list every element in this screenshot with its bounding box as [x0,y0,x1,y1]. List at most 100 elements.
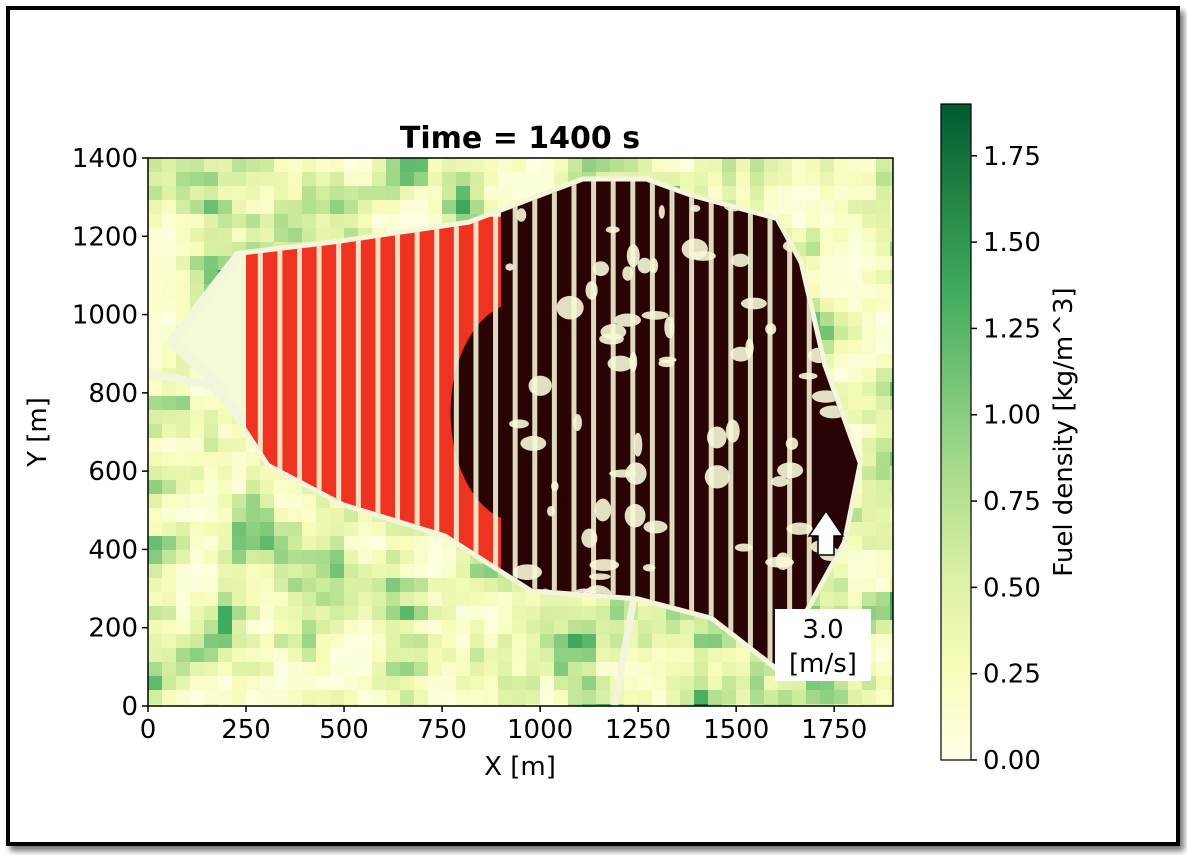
fuel-cell [302,690,317,705]
fuel-cell [218,172,233,187]
fuel-cell [414,550,429,565]
fuel-cell [372,186,387,201]
fuel-cell [176,578,191,593]
fuel-cell [386,620,401,635]
colorbar-tick-label: 0.00 [983,746,1041,776]
fuel-cell [302,214,317,229]
fuel-cell [162,606,177,621]
unburned-strip [747,181,753,671]
fuel-cell [792,186,807,201]
fuel-cell [414,662,429,677]
fuel-cell [288,536,303,551]
fuel-cell [204,648,219,663]
fuel-cell [456,578,471,593]
fuel-cell [400,620,415,635]
fuel-cell [330,662,345,677]
fuel-cell [400,172,415,187]
unburned-patch [740,297,767,310]
fuel-cell [848,578,863,593]
fuel-cell [722,662,737,677]
unburned-patch [516,208,527,222]
unburned-patch [658,356,677,364]
fuel-cell [176,242,191,257]
fuel-cell [554,648,569,663]
fuel-cell [862,522,877,537]
fuel-cell [274,522,289,537]
fuel-cell [218,158,233,173]
y-axis: 0 200 400 600 800 1000 1200 1400 [72,144,148,722]
fuel-cell [862,382,877,397]
fuel-cell [890,508,893,523]
fuel-cell [666,634,681,649]
fuel-cell [526,172,541,187]
fuel-cell [554,620,569,635]
fuel-cell [792,172,807,187]
fuel-cell [162,228,177,243]
fuel-cell [316,186,331,201]
unburned-patch [765,323,777,335]
fuel-cell [330,522,345,537]
fuel-cell [344,648,359,663]
fuel-cell [218,438,233,453]
fuel-cell [344,158,359,173]
fuel-cell [218,522,233,537]
fuel-cell [260,536,275,551]
fuel-cell [708,704,723,706]
colorbar-tick-label: 1.00 [983,401,1041,431]
fuel-cell [540,648,555,663]
fuel-cell [582,158,597,173]
wind-speed: 3.0 [802,615,843,645]
fuel-cell [260,564,275,579]
fuel-cell [148,466,163,481]
fuel-cell [638,158,653,173]
fuel-cell [470,606,485,621]
fuel-cell [750,172,765,187]
fuel-cell [820,592,835,607]
fuel-cell [890,312,893,327]
fuel-cell [148,690,163,705]
fuel-cell [484,620,499,635]
fuel-cell [848,382,863,397]
fuel-cell [400,186,415,201]
fuel-cell [344,186,359,201]
fuel-cell [414,172,429,187]
fuel-cell [694,172,709,187]
fuel-cell [246,214,261,229]
fuel-cell [568,662,583,677]
fuel-cell [400,634,415,649]
fuel-cell [890,494,893,509]
fuel-cell [274,186,289,201]
fuel-cell [498,620,513,635]
fuel-cell [148,424,163,439]
fuel-cell [820,228,835,243]
fuel-cell [176,480,191,495]
fuel-cell [806,214,821,229]
fuel-cell [190,494,205,509]
fuel-cell [554,690,569,705]
unburned-patch [556,295,584,320]
fuel-cell [722,158,737,173]
fuel-cell [834,382,849,397]
fuel-cell [246,704,261,706]
fuel-cell [232,592,247,607]
fuel-cell [862,424,877,439]
fuel-cell [204,494,219,509]
fuel-cell [820,214,835,229]
fuel-cell [274,704,289,706]
fuel-cell [764,690,779,705]
fuel-cell [582,690,597,705]
fuel-cell [456,186,471,201]
wind-arrow-icon [807,509,845,556]
fuel-cell [302,578,317,593]
fuel-cell [176,592,191,607]
fuel-cell [848,200,863,215]
fuel-cell [386,690,401,705]
fuel-cell [204,578,219,593]
fuel-cell [302,522,317,537]
fuel-cell [890,172,893,187]
fuel-cell [400,662,415,677]
fuel-cell [540,690,555,705]
fuel-cell [190,550,205,565]
fuel-cell [848,312,863,327]
fuel-cell [848,158,863,173]
